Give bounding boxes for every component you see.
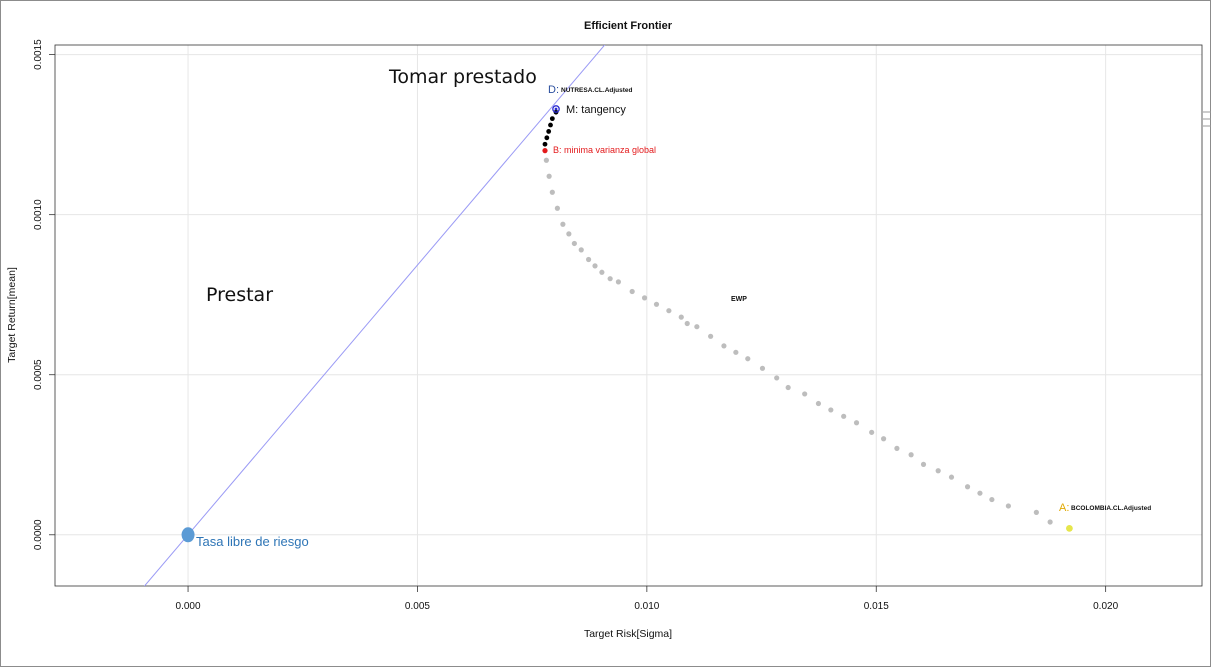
y-tick-label: 0.0015 (33, 39, 44, 70)
frontier-point (578, 247, 584, 253)
label-a-prefix: A: (1059, 502, 1069, 514)
frontier-point (908, 452, 914, 458)
efficient-point (542, 141, 548, 147)
frontier-point (708, 333, 714, 339)
x-tick-label: 0.000 (176, 601, 201, 612)
frontier-point (549, 189, 555, 195)
asset-a-point (1066, 524, 1073, 532)
frontier-point (629, 288, 635, 295)
axes: 0.000 0.005 0.010 0.015 0.020 0.0000 0.0005 0.0… (33, 39, 1119, 612)
efficient-point (544, 135, 550, 141)
risk-free-point (181, 527, 195, 543)
frontier-point (607, 276, 613, 282)
frontier-point (745, 356, 751, 362)
label-min-variance: B: minima varianza global (553, 145, 656, 155)
frontier-point (935, 468, 941, 474)
frontier-point (920, 461, 927, 467)
label-tangency: M: tangency (566, 104, 626, 116)
frontier-point (615, 279, 622, 285)
efficient-point (549, 116, 555, 122)
label-ewp: EWP (731, 296, 747, 303)
frontier-point (684, 320, 690, 327)
label-prestar: Prestar (206, 284, 273, 306)
frontier-point (585, 256, 592, 263)
efficient-point (548, 122, 553, 128)
frontier-point (841, 413, 847, 419)
frontier-point (560, 221, 566, 227)
frontier-point (554, 205, 560, 211)
x-tick-label: 0.005 (405, 601, 430, 612)
y-tick-label: 0.0010 (33, 199, 44, 230)
frontier-point (869, 429, 875, 435)
grid (55, 45, 1202, 586)
frontier-point (1005, 503, 1011, 509)
chart-title: Efficient Frontier (584, 20, 673, 32)
frontier-point (653, 301, 660, 307)
frontier-point (785, 384, 791, 391)
x-axis-title: Target Risk[Sigma] (584, 628, 672, 640)
efficient-point (546, 129, 552, 134)
frontier-point (774, 375, 780, 381)
label-a-asset: BCOLOMBIA.CL.Adjusted (1071, 505, 1151, 512)
frontier-point (666, 308, 672, 314)
annotations: Tomar prestado Prestar EWP D: NUTRESA.CL… (196, 66, 1151, 549)
plot-area (54, 44, 1203, 587)
frontier-point (880, 436, 887, 442)
capital-market-line (143, 45, 606, 586)
right-edge-marks (1203, 111, 1211, 127)
label-d-prefix: D: (548, 84, 559, 96)
frontier-point (546, 173, 552, 179)
tangency-point (552, 105, 560, 113)
frontier-point (1033, 509, 1039, 515)
frontier-point (964, 484, 971, 490)
frontier-point (694, 324, 700, 330)
x-tick-label: 0.010 (634, 601, 659, 612)
frontier-point (989, 496, 995, 503)
frontier-point (571, 240, 577, 247)
y-tick-label: 0.0005 (33, 359, 44, 390)
frontier-point (599, 269, 605, 275)
frontier-point (802, 391, 808, 397)
min-variance-point (542, 148, 548, 154)
label-risk-free: Tasa libre de riesgo (196, 534, 309, 549)
frontier-point (543, 157, 549, 163)
y-tick-label: 0.0000 (33, 519, 44, 550)
frontier-point (566, 231, 572, 237)
frontier-point (733, 349, 739, 355)
data-marks (181, 105, 1073, 543)
frontier-point (721, 343, 727, 349)
label-tomar-prestado: Tomar prestado (388, 66, 537, 88)
x-tick-label: 0.015 (864, 601, 889, 612)
frontier-point (678, 314, 684, 320)
frontier-point (948, 474, 955, 480)
frontier-point (759, 365, 766, 371)
frontier-point (853, 420, 860, 426)
x-tick-label: 0.020 (1093, 601, 1118, 612)
label-d-asset: NUTRESA.CL.Adjusted (561, 87, 633, 94)
frontier-point (977, 490, 983, 496)
frontier-point (894, 445, 900, 451)
frontier-point (828, 407, 834, 413)
y-axis-title: Target Return[mean] (6, 267, 18, 363)
frontier-point (815, 400, 822, 407)
tangency-point-center (554, 107, 558, 111)
frontier-point (592, 263, 598, 269)
frontier-point (1047, 519, 1053, 525)
frontier-point (641, 295, 648, 301)
